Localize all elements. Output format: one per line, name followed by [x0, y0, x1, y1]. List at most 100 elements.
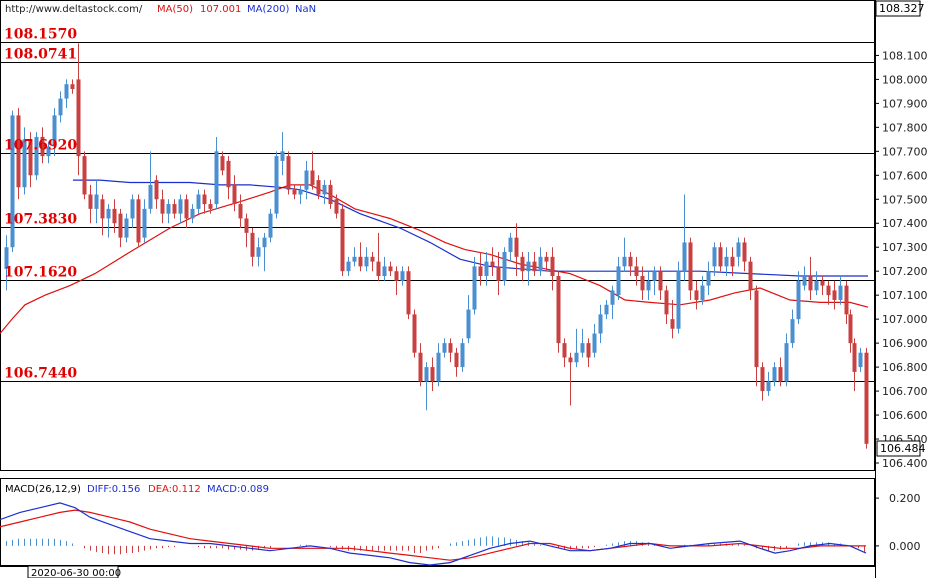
macd-lines: [0, 502, 867, 566]
candle-down: [172, 204, 177, 214]
candle-up: [280, 151, 285, 161]
candle-up: [724, 256, 729, 267]
candle-up: [652, 271, 657, 281]
level-label: 108.0741: [4, 47, 77, 63]
candle-up: [268, 213, 273, 238]
macd-dea-line: [0, 509, 866, 561]
price-plot-frame: [0, 0, 875, 471]
level-label: 107.6920: [4, 138, 77, 154]
macd-tick-label: 0.000: [889, 540, 921, 553]
candle-up: [382, 266, 387, 276]
candle-down: [118, 213, 123, 238]
candle-down: [388, 266, 393, 272]
price-horizontal-levels: [0, 42, 875, 382]
level-label: 107.3830: [4, 212, 77, 228]
candle-down: [154, 180, 159, 200]
candle-up: [352, 256, 357, 262]
price-tick-label: 106.800: [882, 361, 928, 374]
last-price-label: 106.484: [880, 442, 926, 455]
candle-up: [34, 136, 39, 176]
candle-down: [418, 352, 423, 382]
candle-down: [394, 271, 399, 281]
candle-down: [628, 256, 633, 267]
candle-down: [70, 84, 75, 89]
candle-down: [556, 275, 561, 344]
candle-down: [292, 189, 297, 195]
candle-up: [10, 115, 15, 248]
candle-up: [574, 352, 579, 363]
candle-down: [286, 156, 291, 190]
candle-up: [858, 352, 863, 368]
candle-up: [616, 266, 621, 296]
candle-down: [688, 242, 693, 291]
candle-up: [466, 309, 471, 339]
price-tick-label: 107.600: [882, 169, 928, 182]
candle-down: [496, 266, 501, 281]
candle-up: [142, 208, 147, 238]
candle-up: [436, 352, 441, 382]
candle-up: [58, 98, 63, 116]
candle-down: [316, 180, 321, 195]
ma200-value: NaN: [295, 4, 316, 15]
last-price-box: [876, 440, 921, 457]
candle-up: [400, 271, 405, 281]
candle-up: [484, 261, 489, 276]
candle-down: [490, 261, 495, 267]
candle-down: [478, 266, 483, 276]
candle-down: [820, 280, 825, 286]
candle-up: [622, 256, 627, 267]
candle-up: [646, 280, 651, 291]
candle-down: [514, 237, 519, 257]
candle-down: [586, 343, 591, 358]
price-tick-label: 107.100: [882, 289, 928, 302]
candle-down: [184, 199, 189, 219]
price-tick-label: 106.700: [882, 385, 928, 398]
candle-up: [304, 170, 309, 190]
date-label: 2020-06-30 00:00: [31, 568, 121, 578]
candle-up: [784, 343, 789, 382]
macd-title: MACD(26,12,9): [5, 484, 81, 495]
candle-down: [406, 271, 411, 315]
price-tick-label: 108.100: [882, 49, 928, 62]
price-tick-label: 108.000: [882, 73, 928, 86]
candle-down: [520, 256, 525, 272]
price-tick-label: 107.400: [882, 217, 928, 230]
candle-down: [310, 170, 315, 185]
candle-down: [664, 290, 669, 315]
candle-down: [226, 160, 231, 188]
candle-down: [40, 136, 45, 157]
candle-down: [532, 261, 537, 272]
candle-down: [550, 256, 555, 276]
candle-down: [82, 156, 87, 195]
macd-tick-label: 0.200: [889, 492, 921, 505]
candle-down: [748, 261, 753, 291]
price-tick-label: 107.200: [882, 265, 928, 278]
ma50-line: [0, 184, 869, 334]
candle-down: [136, 199, 141, 243]
candle-down: [658, 271, 663, 291]
macd-plot-frame: [0, 478, 875, 566]
candle-down: [852, 343, 857, 372]
candle-down: [412, 314, 417, 353]
candle-up: [604, 304, 609, 315]
candle-up: [802, 275, 807, 286]
candle-up: [274, 156, 279, 214]
candle-up: [124, 218, 129, 238]
candle-up: [676, 271, 681, 329]
candle-up: [52, 115, 57, 147]
candle-up: [706, 271, 711, 286]
candle-down: [694, 290, 699, 300]
candle-up: [766, 381, 771, 392]
candle-up: [364, 256, 369, 267]
candle-down: [16, 115, 21, 188]
candle-down: [760, 367, 765, 392]
candle-up: [346, 261, 351, 272]
level-label: 108.1570: [4, 27, 77, 43]
candle-up: [22, 139, 27, 188]
candle-down: [238, 204, 243, 219]
macd-axis-ticks: 0.200 0.000: [875, 492, 921, 553]
candle-up: [64, 84, 69, 99]
source-url[interactable]: http://www.deltastock.com/: [5, 4, 143, 15]
candle-up: [178, 199, 183, 214]
